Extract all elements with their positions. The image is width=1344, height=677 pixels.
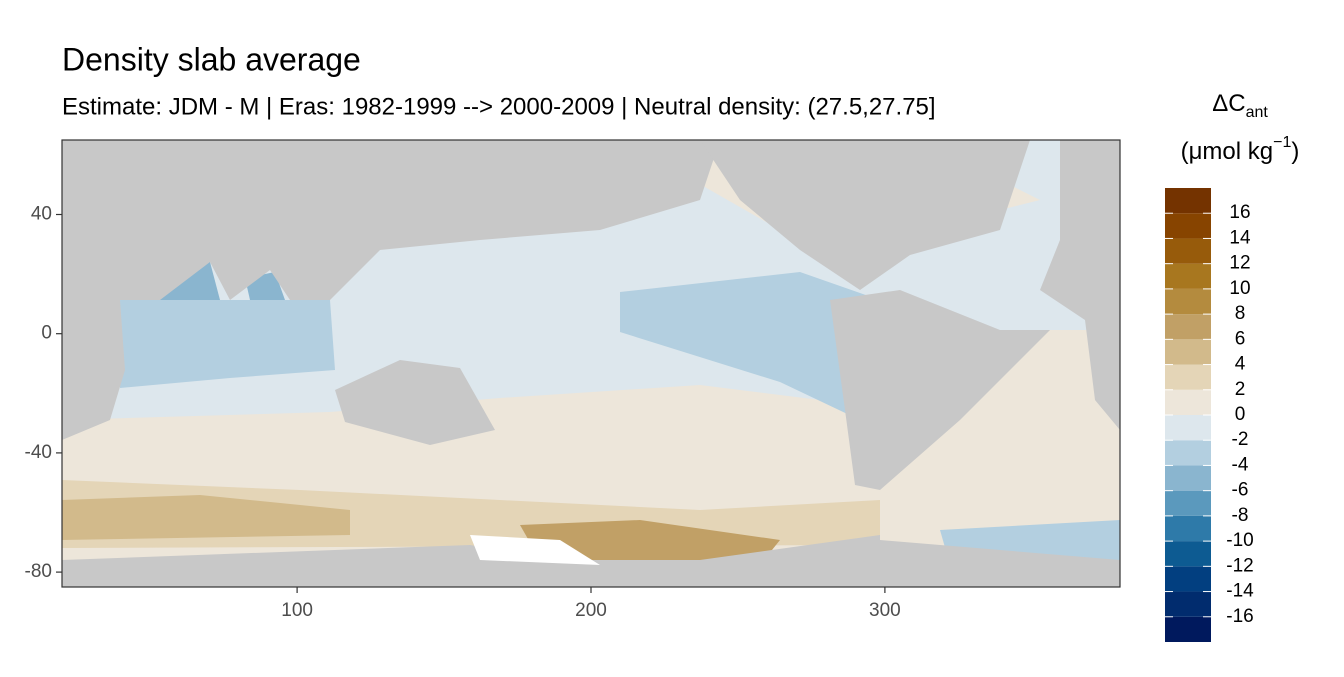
legend-tick-label: 8 bbox=[1235, 303, 1246, 324]
x-tick-label: 300 bbox=[869, 600, 901, 621]
legend-tick-label: 6 bbox=[1235, 328, 1246, 349]
land bbox=[62, 535, 880, 587]
legend-swatch bbox=[1165, 188, 1211, 214]
legend-tick-label: -10 bbox=[1226, 530, 1253, 551]
legend-title: ΔCant bbox=[1212, 90, 1268, 121]
x-tick-label: 200 bbox=[575, 600, 607, 621]
legend-swatch bbox=[1165, 591, 1211, 617]
legend-swatch bbox=[1165, 339, 1211, 365]
legend-swatch bbox=[1165, 515, 1211, 542]
legend-swatch bbox=[1165, 364, 1211, 390]
legend-swatch bbox=[1165, 616, 1211, 642]
legend-tick-label: 12 bbox=[1229, 253, 1250, 274]
legend-tick-label: 10 bbox=[1229, 278, 1250, 299]
legend-tick-label: -16 bbox=[1226, 606, 1253, 627]
legend-swatch bbox=[1165, 541, 1211, 567]
legend-swatch bbox=[1165, 314, 1211, 340]
ice-shelf bbox=[470, 535, 600, 565]
legend-swatch bbox=[1165, 213, 1211, 239]
land bbox=[335, 360, 495, 445]
land bbox=[880, 540, 1120, 587]
legend-tick-label: 4 bbox=[1235, 354, 1246, 375]
ocean-region bbox=[62, 495, 350, 540]
legend-unit-sup: −1 bbox=[1273, 134, 1291, 151]
legend-unit-close: ) bbox=[1291, 138, 1299, 165]
legend-swatch bbox=[1165, 415, 1211, 441]
y-tick-label: -80 bbox=[25, 561, 52, 582]
legend-tick-label: -6 bbox=[1232, 480, 1249, 501]
legend-swatch bbox=[1165, 566, 1211, 592]
land bbox=[830, 290, 1050, 490]
legend-tick-label: 0 bbox=[1235, 404, 1246, 425]
y-tick-label: -40 bbox=[25, 442, 52, 463]
land bbox=[62, 140, 720, 300]
chart-title: Density slab average bbox=[62, 41, 361, 77]
land bbox=[1040, 140, 1120, 430]
land bbox=[62, 300, 125, 440]
legend-swatch bbox=[1165, 465, 1211, 491]
y-tick-label: 40 bbox=[31, 204, 52, 225]
legend-tick-label: -8 bbox=[1232, 505, 1249, 526]
legend-title-sub: ant bbox=[1246, 104, 1269, 121]
legend-unit: (μmol kg−1) bbox=[1181, 134, 1300, 165]
legend-title-main: ΔC bbox=[1212, 90, 1245, 117]
legend-swatch bbox=[1165, 490, 1211, 516]
ocean-region bbox=[520, 520, 780, 565]
legend-tick-label: -14 bbox=[1226, 581, 1254, 602]
legend-tick-label: -12 bbox=[1226, 555, 1253, 576]
legend-tick-label: 14 bbox=[1229, 227, 1251, 248]
legend-tick-label: -2 bbox=[1232, 429, 1249, 450]
legend-unit-main: (μmol kg bbox=[1181, 138, 1274, 165]
land bbox=[700, 140, 1030, 290]
x-tick-label: 100 bbox=[281, 600, 313, 621]
legend-swatch bbox=[1165, 288, 1211, 315]
chart-subtitle: Estimate: JDM - M | Eras: 1982-1999 --> … bbox=[62, 93, 936, 120]
ocean-region bbox=[620, 272, 880, 420]
legend-tick-label: 16 bbox=[1229, 202, 1250, 223]
legend-swatch bbox=[1165, 263, 1211, 289]
legend-swatch bbox=[1165, 440, 1211, 466]
ocean-region bbox=[120, 300, 335, 388]
legend-tick-label: -4 bbox=[1232, 454, 1249, 475]
legend-swatch bbox=[1165, 238, 1211, 264]
map-field bbox=[62, 140, 1120, 587]
legend-tick-label: 2 bbox=[1235, 379, 1246, 400]
y-tick-label: 0 bbox=[41, 323, 52, 344]
legend-swatch bbox=[1165, 389, 1211, 415]
